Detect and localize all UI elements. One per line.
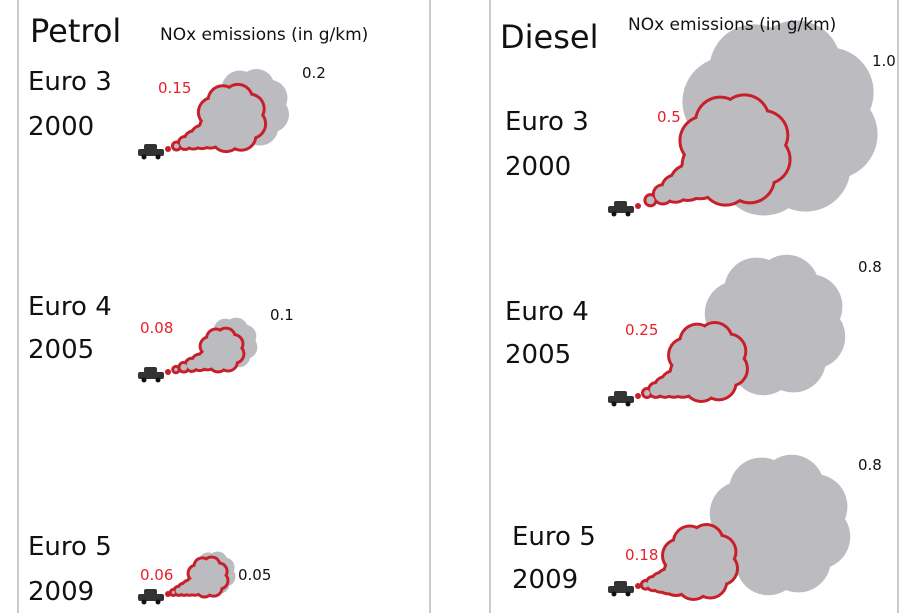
cloud-puff bbox=[782, 474, 848, 539]
cloud-puff bbox=[225, 336, 242, 352]
car-wheel bbox=[155, 377, 161, 383]
red-value-label: 0.18 bbox=[625, 546, 658, 564]
red-value-label: 0.5 bbox=[657, 108, 681, 126]
car-wheel bbox=[141, 599, 147, 605]
red-value-label: 0.08 bbox=[140, 319, 173, 337]
car-roof bbox=[614, 201, 627, 207]
grey-value-label: 0.2 bbox=[302, 64, 326, 82]
standard-label: Euro 4 bbox=[505, 297, 589, 327]
cloud-outline bbox=[635, 393, 641, 399]
panel-subtitle: NOx emissions (in g/km) bbox=[628, 15, 836, 35]
grey-value-label: 0.05 bbox=[238, 566, 271, 584]
car-icon bbox=[138, 589, 164, 605]
car-body bbox=[608, 206, 634, 213]
cloud-puff bbox=[187, 578, 203, 594]
labels: Petrol NOx emissions (in g/km) Euro 3 2000 0… bbox=[28, 12, 896, 607]
car-roof bbox=[614, 581, 627, 587]
cloud-puff bbox=[679, 156, 721, 198]
car-icon bbox=[138, 144, 164, 160]
car-icon bbox=[608, 201, 634, 217]
car-body bbox=[138, 372, 164, 379]
car-wheel bbox=[155, 599, 161, 605]
cloud-puff bbox=[171, 590, 175, 594]
car-body bbox=[138, 149, 164, 156]
grey-value-label: 1.0 bbox=[872, 52, 896, 70]
year-label: 2009 bbox=[28, 577, 94, 607]
cloud-puff bbox=[712, 335, 745, 368]
cloud-outline bbox=[165, 146, 171, 152]
grey-value-label: 0.8 bbox=[858, 258, 882, 276]
red-value-label: 0.25 bbox=[625, 321, 658, 339]
car-icon bbox=[138, 367, 164, 383]
cloud-puff bbox=[197, 121, 223, 147]
car-roof bbox=[614, 391, 627, 397]
car-wheel bbox=[141, 377, 147, 383]
car-wheel bbox=[611, 211, 617, 217]
grey-value-label: 0.1 bbox=[270, 306, 294, 324]
car-wheel bbox=[611, 591, 617, 597]
car-body bbox=[608, 586, 634, 593]
car-wheel bbox=[625, 591, 631, 597]
cloud-puff bbox=[662, 566, 690, 594]
red-value-label: 0.15 bbox=[158, 79, 191, 97]
standard-label: Euro 3 bbox=[28, 67, 112, 97]
red-cloud bbox=[635, 93, 792, 209]
grey-value-label: 0.8 bbox=[858, 456, 882, 474]
cloud-puff bbox=[783, 47, 874, 138]
red-cloud bbox=[165, 326, 246, 375]
red-cloud bbox=[635, 321, 749, 403]
cloud-puff bbox=[174, 367, 178, 372]
cloud-puff bbox=[180, 363, 188, 371]
red-cloud bbox=[635, 522, 740, 602]
car-wheel bbox=[625, 401, 631, 407]
cloud-puff bbox=[211, 564, 226, 579]
red-value-label: 0.06 bbox=[140, 566, 173, 584]
cloud-puff bbox=[740, 112, 787, 159]
panel-subtitle: NOx emissions (in g/km) bbox=[160, 25, 368, 45]
panel-title: Petrol bbox=[30, 12, 121, 50]
car-body bbox=[138, 594, 164, 601]
standard-label: Euro 5 bbox=[512, 522, 596, 552]
petrol-panel bbox=[17, 0, 431, 613]
red-cloud bbox=[165, 555, 230, 599]
cloud-puff bbox=[199, 351, 217, 369]
cloud-puff bbox=[646, 196, 655, 205]
grey-cloud bbox=[709, 454, 851, 596]
red-cloud bbox=[165, 82, 268, 154]
cloud-puff bbox=[704, 536, 735, 567]
grey-cloud bbox=[704, 254, 846, 396]
cloud-puff bbox=[236, 95, 263, 122]
year-label: 2009 bbox=[512, 565, 578, 595]
standard-label: Euro 5 bbox=[28, 532, 112, 562]
cloud-puff bbox=[668, 366, 698, 396]
year-label: 2005 bbox=[28, 335, 94, 365]
year-label: 2005 bbox=[505, 340, 571, 370]
year-label: 2000 bbox=[505, 152, 571, 182]
panel-title: Diesel bbox=[500, 18, 598, 56]
year-label: 2000 bbox=[28, 112, 94, 142]
car-wheel bbox=[611, 401, 617, 407]
standard-label: Euro 3 bbox=[505, 107, 589, 137]
car-body bbox=[608, 396, 634, 403]
car-wheel bbox=[625, 211, 631, 217]
diesel-panel bbox=[489, 0, 899, 613]
cloud-puff bbox=[642, 582, 649, 588]
car-wheel bbox=[141, 154, 147, 160]
car-roof bbox=[144, 589, 157, 595]
standard-label: Euro 4 bbox=[28, 292, 112, 322]
clouds bbox=[138, 20, 878, 605]
cloud-outline bbox=[635, 583, 641, 589]
car-roof bbox=[144, 367, 157, 373]
cloud-puff bbox=[173, 143, 179, 149]
car-icon bbox=[608, 391, 634, 407]
cloud-outline bbox=[635, 203, 641, 209]
car-icon bbox=[608, 581, 634, 597]
cloud-outline bbox=[165, 369, 171, 375]
cloud-puff bbox=[644, 390, 650, 396]
cloud-puff bbox=[777, 274, 843, 339]
car-roof bbox=[144, 144, 157, 150]
car-wheel bbox=[155, 154, 161, 160]
